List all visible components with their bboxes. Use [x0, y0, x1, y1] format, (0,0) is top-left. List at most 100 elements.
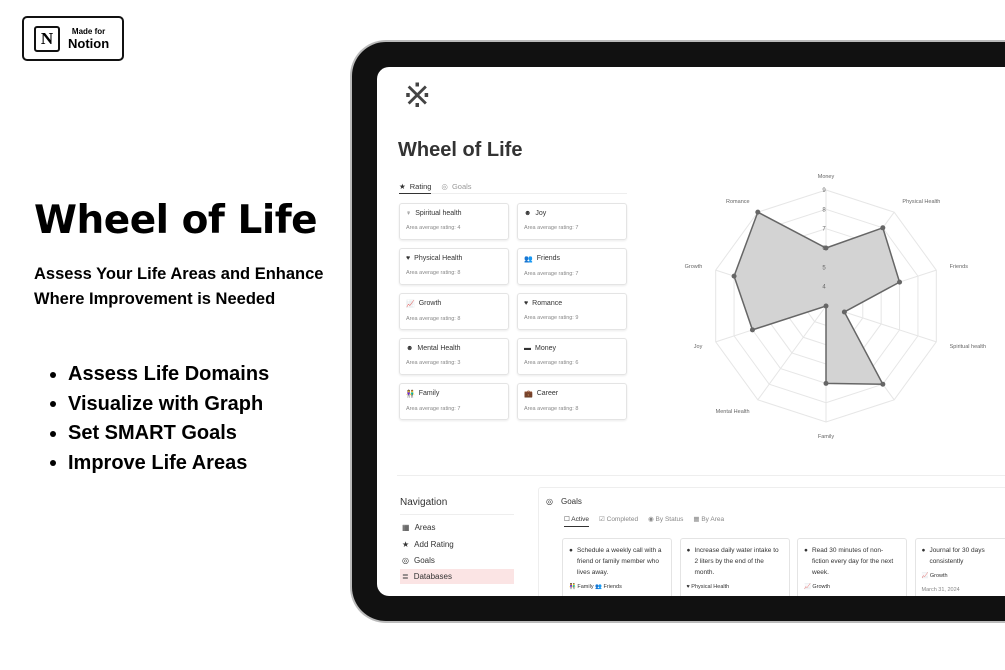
nav-item-areas[interactable]: ▦ Areas [402, 523, 436, 532]
target-icon: ◎ [441, 182, 448, 191]
tab-rating[interactable]: ★ Rating [399, 179, 432, 194]
tick-label: 7 [822, 227, 826, 233]
tick-label: 6 [822, 246, 826, 252]
area-name: Family [418, 390, 440, 397]
database-icon: ≣ [402, 572, 409, 581]
area-rating: Area average rating: 8 [406, 270, 461, 276]
area-icon: 👫 [406, 391, 415, 398]
tick-label: 5 [822, 265, 826, 271]
feature-item: Set SMART Goals [50, 419, 269, 449]
area-rating: Area average rating: 6 [524, 360, 579, 366]
tab-goals[interactable]: ◎ Goals [441, 182, 472, 191]
area-rating: Area average rating: 8 [406, 316, 461, 322]
data-point [897, 279, 903, 285]
data-point [823, 380, 829, 386]
axis-label: Romance [726, 199, 750, 205]
star-icon: ★ [402, 540, 410, 549]
goal-tags: 📈 Growth [804, 584, 831, 590]
goal-card[interactable]: ● Schedule a weekly call with a friend or… [562, 538, 672, 596]
data-point [880, 225, 886, 231]
area-card[interactable]: ♥ Romance Area average rating: 9 [517, 293, 627, 330]
area-name: Romance [532, 300, 563, 307]
tab-by-status[interactable]: ◉ By Status [648, 516, 684, 523]
area-card[interactable]: 📈 Growth Area average rating: 8 [399, 293, 509, 330]
tick-label: 9 [822, 188, 826, 194]
axis-label: Family [818, 434, 834, 440]
data-point [823, 303, 829, 309]
area-name: Growth [418, 300, 442, 307]
axis-label: Joy [694, 344, 703, 350]
nav-item-goals[interactable]: ◎ Goals [402, 556, 435, 565]
area-card[interactable]: ▬ Money Area average rating: 6 [517, 338, 627, 375]
tick-label: 4 [822, 285, 826, 291]
axis-label: Physical Health [902, 199, 940, 205]
feature-item: Improve Life Areas [50, 449, 269, 479]
divider [397, 475, 1005, 476]
area-icon: ♀ [406, 210, 412, 217]
feature-item: Assess Life Domains [50, 360, 269, 390]
area-name: Mental Health [417, 345, 461, 352]
status-icon: ● [686, 547, 691, 554]
badge-line2: Notion [68, 35, 110, 51]
data-point [823, 245, 829, 251]
grid-spoke [757, 305, 827, 401]
status-icon: ● [569, 547, 573, 554]
hero-subtitle: Assess Your Life Areas and Enhance Where… [34, 265, 324, 308]
status-icon: ● [921, 547, 926, 554]
target-icon: ◎ [402, 556, 409, 565]
goal-text: Increase daily water intake to 2 liters … [694, 547, 779, 576]
axis-label: Growth [685, 264, 703, 270]
area-name: Money [535, 345, 557, 352]
area-name: Joy [535, 210, 547, 217]
area-name: Spiritual health [415, 210, 462, 217]
view-tabs: ★ Rating ◎ Goals [399, 179, 627, 194]
area-rating: Area average rating: 3 [406, 360, 461, 366]
axis-label: Spiritual health [950, 344, 986, 350]
goal-date: March 31, 2024 [921, 587, 960, 593]
area-rating: Area average rating: 9 [524, 315, 579, 321]
area-icon: 👥 [524, 256, 533, 263]
badge-line1: Made for [71, 26, 106, 36]
area-card[interactable]: 👫 Family Area average rating: 7 [399, 383, 509, 420]
area-card[interactable]: ☻ Mental Health Area average rating: 3 [399, 338, 509, 375]
wheel-of-life-radar-chart: 4 5 6 7 8 9 Money Physical Health Friends Spiritu… [685, 174, 986, 440]
nav-item-databases[interactable]: ≣ Databases [400, 569, 514, 584]
area-name: Physical Health [414, 255, 463, 262]
area-icon: ☻ [406, 345, 414, 352]
goal-tags: 📈 Growth [921, 573, 948, 579]
area-icon: ▬ [524, 345, 531, 352]
axis-label: Mental Health [716, 409, 750, 415]
area-card[interactable]: ☻ Joy Area average rating: 7 [517, 203, 627, 240]
goal-card[interactable]: ● Journal for 30 days consistently 📈 Growt… [914, 538, 1005, 596]
area-card[interactable]: 💼 Career Area average rating: 8 [517, 383, 627, 420]
target-icon: ◎ [546, 497, 553, 506]
data-point [749, 327, 755, 333]
axis-label: Friends [950, 264, 969, 270]
goal-card[interactable]: ● Read 30 minutes of non-fiction every da… [797, 538, 907, 596]
nav-item-add-rating[interactable]: ★ Add Rating [402, 540, 454, 549]
axis-label: Money [818, 174, 835, 180]
tick-label: 8 [822, 207, 826, 213]
data-point [880, 381, 886, 387]
tab-completed[interactable]: ☑ Completed [598, 516, 639, 523]
area-icon: ☻ [524, 210, 532, 217]
area-name: Friends [536, 255, 561, 262]
goal-text: Schedule a weekly call with a friend or … [576, 547, 662, 576]
goals-panel [538, 487, 1005, 596]
status-icon: ● [804, 547, 808, 554]
data-point [731, 273, 737, 279]
tab-active[interactable]: ☐ Active [564, 515, 589, 527]
goal-tags: 👫 Family 👥 Friends [569, 584, 622, 590]
goal-text: Read 30 minutes of non-fiction every day… [811, 547, 894, 576]
data-point [841, 309, 847, 315]
area-card[interactable]: ♀ Spiritual health Area average rating: 4 [399, 203, 509, 240]
notion-page: ※ Wheel of Life ★ Rating ◎ Goals ♀ Spiritua… [377, 67, 1005, 596]
area-icon: ♥ [406, 255, 411, 262]
wheel-icon: ※ [403, 77, 432, 115]
grid-icon: ▦ [402, 523, 410, 532]
area-card[interactable]: 👥 Friends Area average rating: 7 [517, 248, 627, 285]
area-card[interactable]: ♥ Physical Health Area average rating: 8 [399, 248, 509, 285]
data-point [755, 209, 761, 215]
goal-card[interactable]: ● Increase daily water intake to 2 liters… [679, 538, 790, 596]
tab-by-area[interactable]: ▦ By Area [693, 516, 725, 523]
